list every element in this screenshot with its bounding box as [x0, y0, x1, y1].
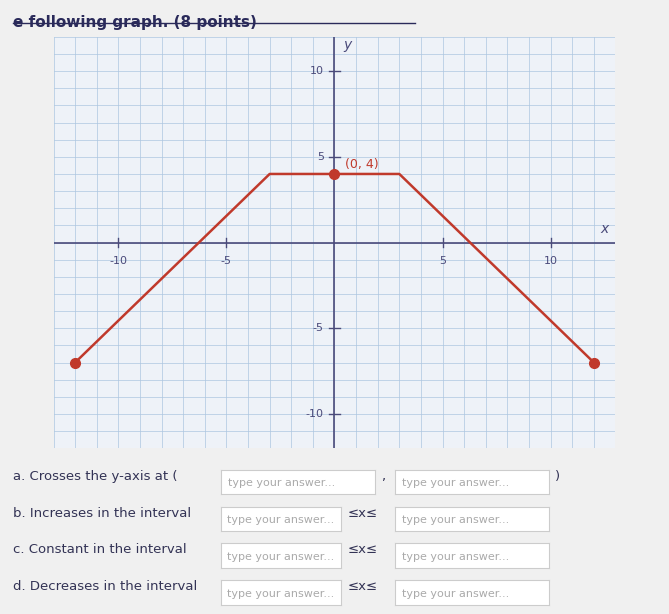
Text: x: x [601, 222, 609, 236]
Text: -10: -10 [109, 256, 127, 266]
Text: ≤x≤: ≤x≤ [348, 580, 378, 593]
Text: type your answer...: type your answer... [402, 589, 510, 599]
Text: type your answer...: type your answer... [402, 478, 510, 488]
Text: b. Increases in the interval: b. Increases in the interval [13, 507, 191, 519]
Text: 5: 5 [439, 256, 446, 266]
Text: -10: -10 [306, 409, 324, 419]
Text: 5: 5 [316, 152, 324, 162]
Text: a. Crosses the y-axis at (: a. Crosses the y-axis at ( [13, 470, 178, 483]
Text: ,: , [381, 470, 385, 483]
Text: d. Decreases in the interval: d. Decreases in the interval [13, 580, 197, 593]
Text: type your answer...: type your answer... [227, 589, 334, 599]
Text: type your answer...: type your answer... [402, 515, 510, 525]
Text: ≤x≤: ≤x≤ [348, 507, 378, 519]
Text: c. Constant in the interval: c. Constant in the interval [13, 543, 187, 556]
Text: ≤x≤: ≤x≤ [348, 543, 378, 556]
Text: -5: -5 [221, 256, 232, 266]
Text: type your answer...: type your answer... [227, 552, 334, 562]
Text: (0, 4): (0, 4) [345, 158, 379, 171]
Text: 10: 10 [544, 256, 558, 266]
Text: -5: -5 [312, 323, 324, 333]
Text: 10: 10 [310, 66, 324, 76]
Text: type your answer...: type your answer... [229, 478, 336, 488]
Text: e following graph. (8 points): e following graph. (8 points) [13, 15, 258, 30]
Text: ): ) [555, 470, 561, 483]
Text: type your answer...: type your answer... [227, 515, 334, 525]
Text: type your answer...: type your answer... [402, 552, 510, 562]
Text: y: y [343, 39, 352, 52]
